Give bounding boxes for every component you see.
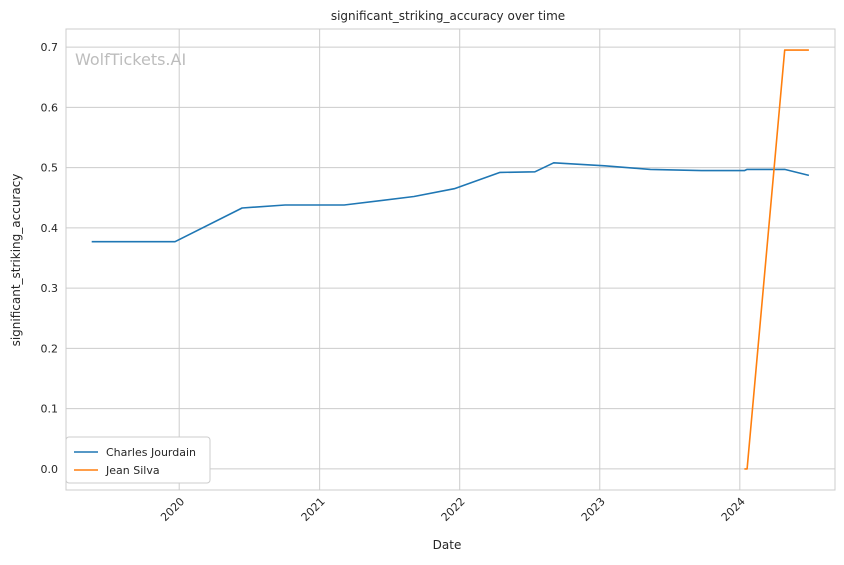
watermark: WolfTickets.AI: [75, 50, 186, 69]
plot-area: [66, 29, 835, 490]
y-tick-label: 0.3: [41, 282, 59, 295]
legend-label-jean-silva: Jean Silva: [105, 464, 160, 477]
grid: [66, 29, 835, 490]
legend-label-charles-jourdain: Charles Jourdain: [106, 446, 196, 459]
y-tick-label: 0.1: [41, 403, 59, 416]
y-tick-label: 0.2: [41, 342, 59, 355]
plot-border: [65, 28, 836, 491]
x-axis-label: Date: [433, 538, 462, 552]
y-tick-label: 0.6: [41, 101, 59, 114]
series-line-1: [744, 49, 809, 470]
chart-title: significant_striking_accuracy over time: [331, 9, 565, 23]
legend-box: [65, 436, 211, 484]
y-tick-label: 0.4: [41, 222, 59, 235]
y-axis-ticks: 0.0 0.1 0.2 0.3 0.4 0.5 0.6 0.7: [41, 41, 59, 476]
series-layer: [91, 49, 810, 470]
y-tick-label: 0.5: [41, 162, 59, 175]
y-axis-label: significant_striking_accuracy: [9, 174, 23, 347]
legend: Charles Jourdain Jean Silva: [65, 436, 211, 484]
y-tick-label: 0.0: [41, 463, 59, 476]
y-tick-label: 0.7: [41, 41, 59, 54]
series-line-0: [91, 162, 810, 243]
